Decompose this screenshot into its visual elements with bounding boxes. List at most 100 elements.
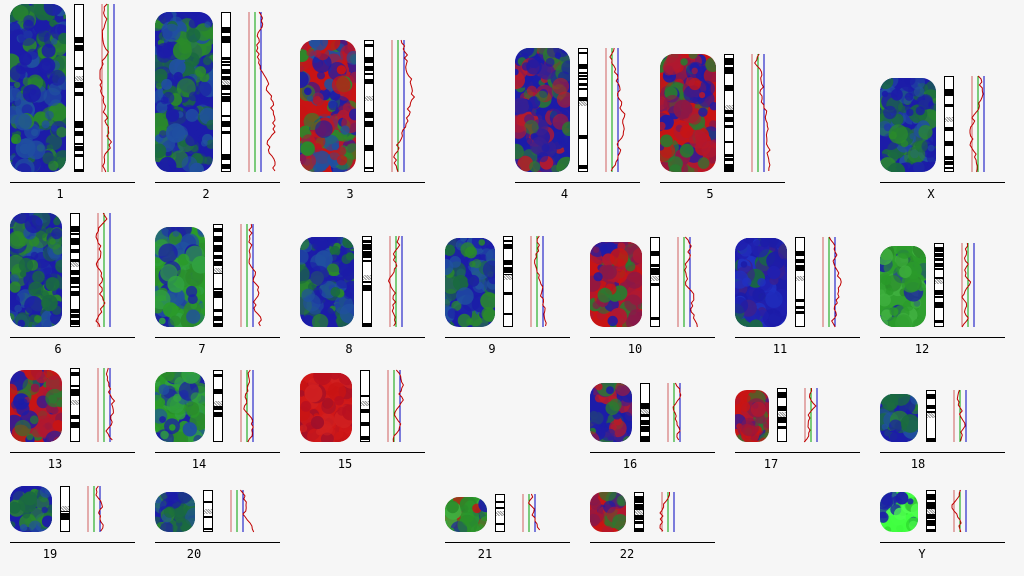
centromere [635, 510, 643, 515]
ideogram-band [725, 117, 733, 122]
ideogram-band [579, 83, 587, 86]
centromere [579, 101, 587, 106]
ideogram-band [222, 27, 230, 33]
ideogram-band [945, 141, 953, 146]
profile-curve [393, 39, 416, 173]
ideogram [503, 236, 513, 327]
ideogram-band [365, 79, 373, 84]
ideogram-band [496, 507, 504, 509]
baseline [155, 337, 280, 338]
chromosome-label: 13 [47, 457, 63, 471]
chromosome-label: 19 [42, 547, 58, 561]
ideogram-band [365, 121, 373, 127]
ideogram-band [71, 385, 79, 387]
ideogram-band [214, 245, 222, 252]
ideogram-band [204, 516, 212, 518]
ratio-profile [803, 387, 818, 443]
baseline [445, 337, 570, 338]
ideogram-band [204, 501, 212, 503]
baseline [660, 182, 785, 183]
centromere [222, 80, 230, 85]
profile-curve [240, 489, 255, 533]
profile-curve [99, 3, 113, 173]
ideogram-band [363, 244, 371, 250]
ideogram [926, 390, 936, 442]
profile-curve [95, 485, 104, 532]
centromere [935, 279, 943, 284]
ideogram-band [935, 296, 943, 298]
ideogram-band [71, 320, 79, 325]
chromosome-image [735, 238, 787, 327]
centromere [204, 509, 212, 514]
ideogram-band [222, 61, 230, 63]
chromosome-image [10, 370, 62, 442]
chromosome-image [155, 227, 205, 327]
ideogram-band [579, 165, 587, 169]
ideogram-band [222, 121, 230, 127]
ideogram-band [725, 85, 733, 91]
ideogram [934, 243, 944, 327]
chromosome-label: 2 [202, 187, 210, 201]
chromosome-label: 11 [772, 342, 788, 356]
ideogram [578, 48, 588, 172]
ideogram-band [214, 374, 222, 377]
ratio-profile [667, 382, 682, 442]
chromosome-label: 10 [627, 342, 643, 356]
baseline [300, 182, 425, 183]
ideogram-band [363, 240, 371, 243]
ideogram-band [361, 436, 369, 440]
ideogram-band [222, 115, 230, 117]
ideogram-band [71, 422, 79, 428]
ideogram-band [71, 291, 79, 296]
ideogram-band [75, 154, 83, 157]
ideogram-band [361, 409, 369, 413]
baseline [735, 452, 860, 453]
ideogram-band [363, 285, 371, 291]
ideogram-band [71, 277, 79, 284]
ideogram-band [75, 121, 83, 128]
chromosome-label: 5 [706, 187, 714, 201]
profile-curve [527, 493, 541, 531]
centromere [361, 401, 369, 406]
ideogram-band [214, 288, 222, 290]
centromere [75, 76, 83, 81]
ideogram-band [635, 521, 643, 524]
ideogram-band [504, 240, 512, 242]
ideogram-band [641, 436, 649, 441]
profile-curve [95, 212, 108, 328]
chromosome-label: 14 [191, 457, 207, 471]
ideogram-band [945, 161, 953, 165]
baseline [10, 542, 135, 543]
ideogram [777, 388, 787, 442]
ideogram-band [214, 255, 222, 259]
ideogram [944, 76, 954, 172]
ideogram-band [71, 286, 79, 288]
chromosome-image [445, 238, 495, 327]
ratio-profile [99, 3, 115, 173]
chromosome-label: 8 [345, 342, 353, 356]
ideogram-band [363, 251, 371, 258]
ideogram [60, 486, 70, 532]
ideogram [724, 54, 734, 172]
chromosome-label: 21 [477, 547, 493, 561]
ideogram-band [945, 167, 953, 169]
centromere [504, 275, 512, 280]
ideogram-band [365, 167, 373, 169]
ideogram-band [71, 226, 79, 232]
ideogram-band [935, 290, 943, 295]
ideogram-band [796, 311, 804, 314]
ratio-profile [751, 53, 771, 172]
ideogram [70, 368, 80, 442]
ideogram-band [651, 317, 659, 320]
ideogram [634, 492, 644, 532]
ratio-profile [230, 489, 255, 533]
ideogram-band [945, 104, 953, 107]
ideogram-band [651, 251, 659, 256]
ideogram-band [651, 264, 659, 267]
ideogram-band [945, 156, 953, 160]
chromosome-image [155, 12, 213, 172]
ratio-profile [95, 212, 111, 328]
chromosome-label: X [927, 187, 935, 201]
ideogram-band [214, 389, 222, 394]
